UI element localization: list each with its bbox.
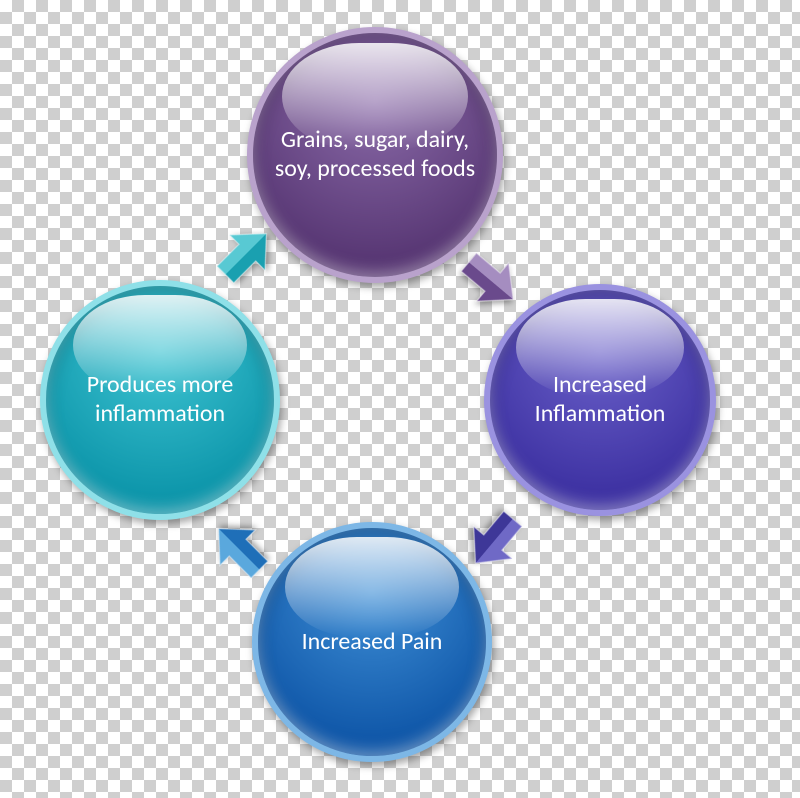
node-label: Increased Pain [284, 628, 461, 657]
cycle-node-right: Increased Inflammation [484, 284, 716, 516]
node-label: Increased Inflammation [490, 371, 710, 428]
cycle-node-top: Grains, sugar, dairy, soy, processed foo… [247, 27, 503, 283]
node-label: Produces more inflammation [46, 371, 274, 428]
node-label: Grains, sugar, dairy, soy, processed foo… [253, 126, 497, 183]
cycle-node-bottom: Increased Pain [252, 522, 492, 762]
diagram-stage: Grains, sugar, dairy, soy, processed foo… [0, 0, 800, 798]
cycle-node-left: Produces more inflammation [40, 280, 280, 520]
